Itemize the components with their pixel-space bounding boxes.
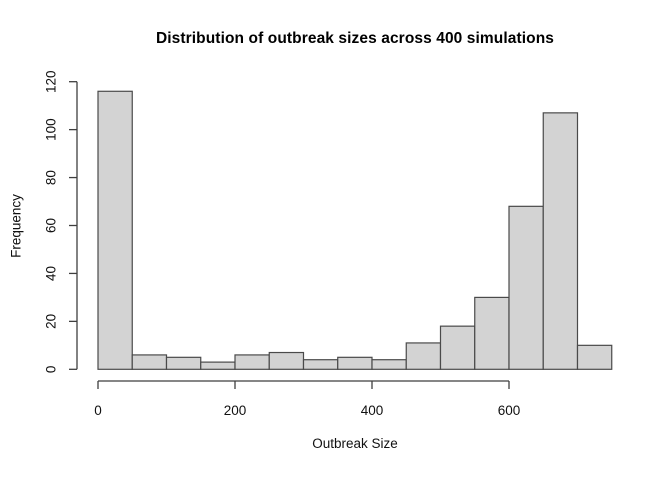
histogram-bar (474, 296, 510, 370)
y-tick-label: 0 (44, 366, 59, 374)
x-tick-label: 600 (498, 403, 521, 418)
histogram-bar (97, 90, 133, 370)
histogram-bar (405, 342, 442, 370)
x-tick-label: 0 (94, 403, 102, 418)
x-tick-label: 200 (224, 403, 247, 418)
histogram-bar (576, 344, 613, 370)
histogram-bar (337, 356, 373, 370)
y-tick-label: 100 (44, 118, 59, 141)
histogram-bar (542, 112, 579, 370)
y-tick-label: 20 (44, 314, 59, 329)
y-tick-label: 60 (44, 218, 59, 233)
y-tick-label: 120 (44, 70, 59, 93)
x-tick-label: 400 (361, 403, 384, 418)
histogram-bar (508, 205, 544, 370)
histogram-bar (371, 359, 407, 370)
histogram-bar (439, 325, 476, 370)
x-axis-label: Outbreak Size (312, 436, 398, 451)
histogram-bar (200, 361, 236, 370)
histogram-bar (302, 359, 339, 370)
chart-title: Distribution of outbreak sizes across 40… (155, 30, 555, 47)
histogram-bar (165, 356, 202, 370)
histogram-bar (131, 354, 168, 370)
histogram-bar (234, 354, 270, 370)
histogram-bar (268, 351, 305, 370)
y-tick-label: 80 (44, 170, 59, 185)
y-tick-label: 40 (44, 266, 59, 281)
